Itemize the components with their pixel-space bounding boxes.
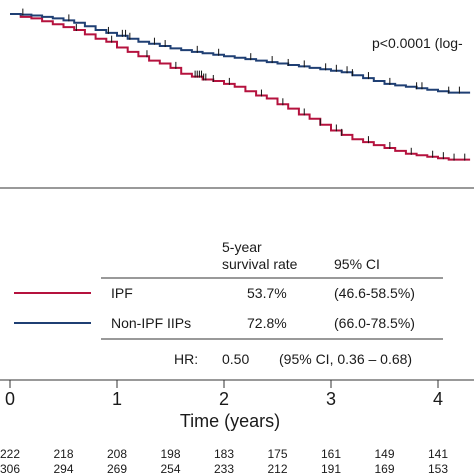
risk-count: 233 — [214, 462, 234, 474]
x-tick-label: 4 — [433, 389, 443, 409]
rate-non-ipf: 72.8% — [247, 315, 287, 331]
hr-label: HR: — [174, 351, 198, 367]
legend-label-ipf: IPF — [111, 285, 133, 301]
x-tick-label: 0 — [5, 389, 15, 409]
risk-count: 269 — [107, 462, 127, 474]
risk-count: 218 — [53, 447, 73, 461]
risk-count: 153 — [428, 462, 448, 474]
risk-count: 183 — [214, 447, 234, 461]
x-axis: 0 1 2 3 4 Time (years) — [0, 379, 474, 431]
risk-count: 294 — [53, 462, 73, 474]
risk-count: 306 — [0, 462, 20, 474]
risk-count: 222 — [0, 447, 20, 461]
x-ticks: 0 1 2 3 4 — [5, 380, 443, 409]
risk-count: 198 — [160, 447, 180, 461]
risk-table: 222 218 208 198 183 175 161 149 141 306 294 269 254 2… — [0, 447, 448, 474]
p-value-text: p<0.0001 (log- — [372, 35, 463, 51]
risk-count: 161 — [321, 447, 341, 461]
risk-count: 212 — [267, 462, 287, 474]
survival-curve-ipf — [10, 13, 471, 161]
survival-curves — [10, 13, 471, 161]
risk-count: 175 — [267, 447, 287, 461]
x-tick-label: 3 — [326, 389, 336, 409]
header-rate-line2: survival rate — [222, 256, 298, 272]
legend-label-non-ipf: Non-IPF IIPs — [111, 315, 191, 331]
hr-ci: (95% CI, 0.36 – 0.68) — [279, 351, 412, 367]
legend-table: 5-year survival rate 95% CI IPF 53.7% (4… — [14, 239, 443, 367]
ci-ipf: (46.6-58.5%) — [334, 285, 415, 301]
risk-count: 169 — [374, 462, 394, 474]
hr-value: 0.50 — [222, 351, 249, 367]
risk-count: 208 — [107, 447, 127, 461]
risk-count: 254 — [160, 462, 180, 474]
censor-marks — [22, 8, 466, 161]
header-rate-line1: 5-year — [222, 239, 262, 255]
header-ci: 95% CI — [334, 256, 380, 272]
rate-ipf: 53.7% — [247, 285, 287, 301]
ci-non-ipf: (66.0-78.5%) — [334, 315, 415, 331]
plot-area: p<0.0001 (log- — [0, 8, 474, 189]
survival-curve-non-ipf — [10, 13, 471, 94]
x-tick-label: 1 — [112, 389, 122, 409]
risk-count: 141 — [428, 447, 448, 461]
x-axis-label: Time (years) — [180, 411, 280, 431]
risk-count: 191 — [321, 462, 341, 474]
x-tick-label: 2 — [219, 389, 229, 409]
risk-count: 149 — [374, 447, 394, 461]
